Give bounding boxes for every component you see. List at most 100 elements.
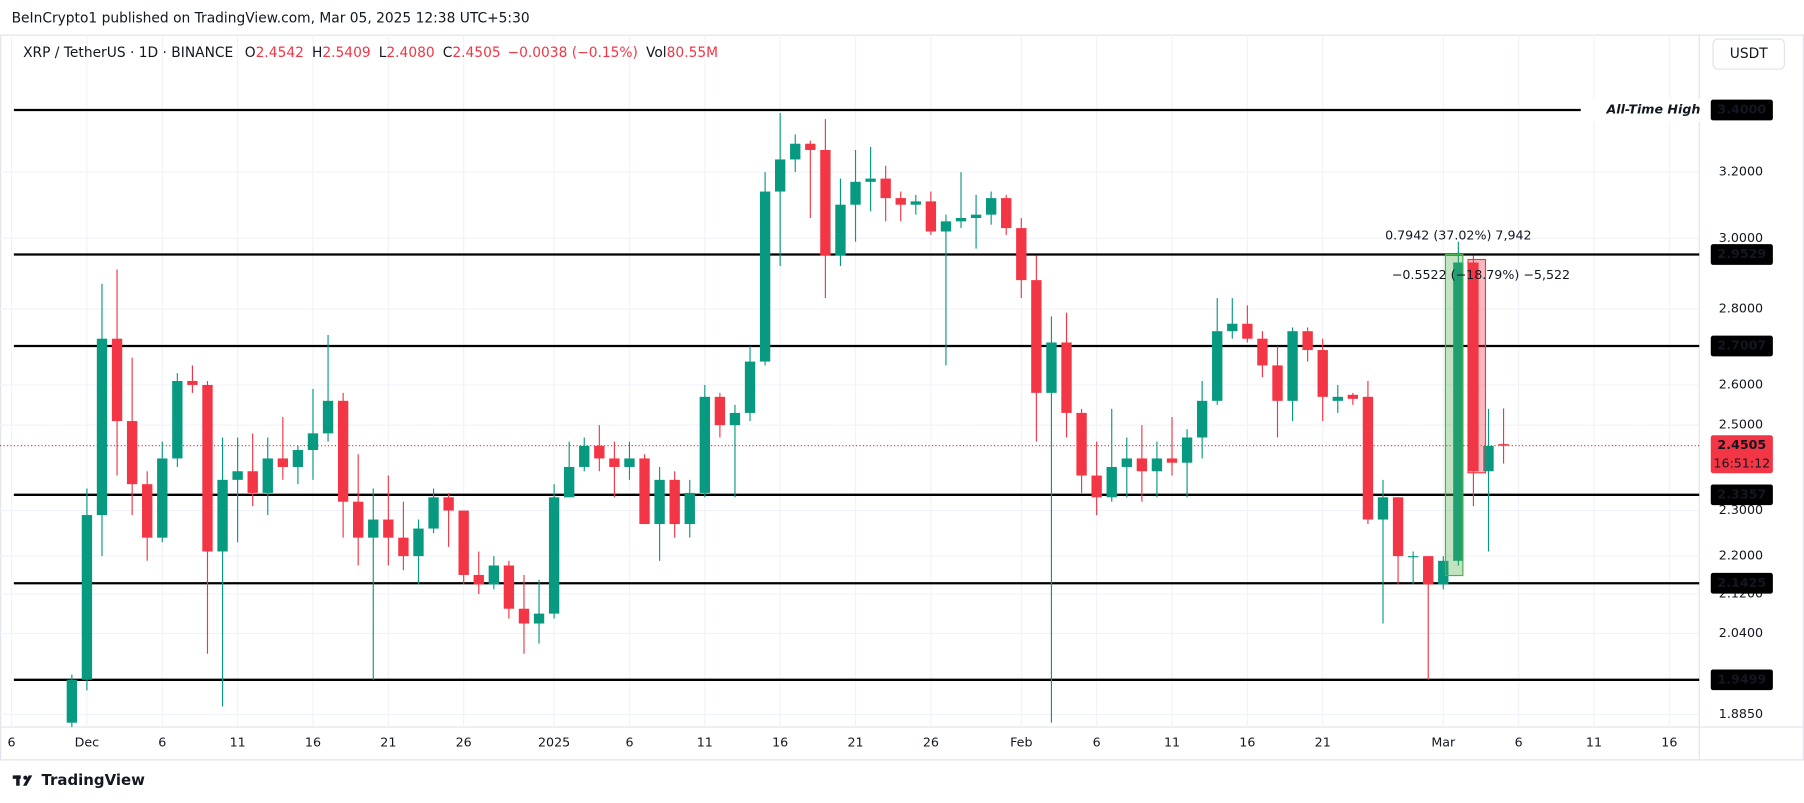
- footer-logo: [12, 775, 33, 786]
- candle-body: [1212, 331, 1223, 401]
- x-tick-label: 2025: [538, 735, 570, 750]
- measure-label: 0.7942 (37.02%) 7,942: [1385, 228, 1532, 243]
- candle-body: [1076, 412, 1087, 476]
- candle-body: [247, 471, 258, 493]
- candle-body: [1257, 338, 1268, 366]
- y-tick-label: 1.8850: [1719, 706, 1763, 721]
- ohlc-key: H: [312, 45, 322, 61]
- candle-body: [1407, 556, 1419, 558]
- candle-body: [81, 515, 93, 680]
- currency-button[interactable]: [1712, 38, 1785, 70]
- candle-body: [805, 143, 816, 150]
- symbol: XRP / TetherUS · 1D · BINANCE: [23, 45, 233, 61]
- chart-frame: [0, 34, 1804, 761]
- ohlc-value: 2.4080: [386, 45, 434, 61]
- candle-body: [1181, 437, 1193, 463]
- x-tick-label: 11: [230, 735, 246, 750]
- candle-body: [1046, 342, 1057, 393]
- candle-body: [1302, 331, 1313, 351]
- candle-body: [383, 519, 394, 538]
- x-tick-label: 6: [1093, 735, 1101, 750]
- candle-body: [503, 565, 515, 609]
- plot-area: [66, 113, 1509, 728]
- candle-body: [548, 497, 560, 614]
- candle-body: [669, 479, 680, 525]
- candle-body: [835, 204, 846, 256]
- candle-body: [910, 201, 921, 205]
- candle-body: [1242, 323, 1253, 339]
- candle-body: [850, 181, 861, 205]
- candle-body: [790, 143, 801, 160]
- candle-body: [1016, 228, 1027, 281]
- last-price-label: 2.4505: [1717, 437, 1766, 452]
- vol-value: 80.55M: [667, 45, 718, 61]
- ohlc-key: O: [245, 45, 256, 61]
- candle-body: [1438, 560, 1449, 585]
- candle-body: [488, 565, 500, 585]
- candle-body: [1453, 262, 1464, 561]
- candle-body: [322, 400, 334, 434]
- x-tick-label: 21: [1315, 735, 1331, 750]
- level-note: All-Time High: [1605, 102, 1700, 117]
- candle-body: [277, 458, 289, 467]
- candle-body: [1332, 396, 1343, 401]
- candle-body: [564, 466, 575, 498]
- overlay: 1.88502.04002.12002.20002.30002.50002.60…: [8, 98, 1773, 750]
- candle-body: [1272, 365, 1283, 401]
- candle-body: [262, 458, 273, 493]
- candle-body: [1287, 331, 1298, 401]
- level-label-bg: [1710, 484, 1773, 506]
- y-tick-label: 3.0000: [1719, 230, 1763, 245]
- candle-body: [1031, 280, 1042, 393]
- x-tick-label: 26: [456, 735, 472, 750]
- candle-body: [970, 214, 982, 218]
- candle-body: [202, 384, 213, 552]
- candle-body: [157, 458, 168, 538]
- y-tick-label: 3.2000: [1719, 164, 1763, 179]
- y-tick-label: 2.8000: [1719, 300, 1763, 315]
- x-tick-label: 11: [1586, 735, 1602, 750]
- candle-body: [925, 201, 937, 232]
- candle-body: [66, 679, 78, 723]
- candle-body: [880, 178, 891, 199]
- x-tick-label: 16: [305, 735, 321, 750]
- level-label-bg: [1710, 572, 1773, 594]
- candle-body: [172, 381, 183, 459]
- candle-body: [1196, 400, 1208, 438]
- change: −0.0038 (−0.15%): [508, 45, 638, 61]
- y-tick-label: 2.0400: [1719, 625, 1763, 640]
- countdown: 16:51:12: [1713, 456, 1770, 471]
- candle-body: [368, 519, 379, 538]
- x-tick-label: 6: [1515, 735, 1523, 750]
- candle-body: [714, 396, 726, 426]
- levels: [0, 108, 1700, 681]
- level-label-bg: [1710, 244, 1773, 265]
- candle-body: [443, 497, 454, 511]
- x-tick-label: 21: [380, 735, 396, 750]
- level-label-bg: [1710, 335, 1773, 357]
- candle-body: [729, 412, 741, 426]
- grid: [0, 34, 1700, 728]
- level-note-bg: [1580, 98, 1705, 122]
- candle-body: [1166, 458, 1178, 463]
- x-tick-label: 21: [847, 735, 863, 750]
- level-label: 3.4000: [1717, 102, 1766, 117]
- candle-body: [1227, 323, 1238, 332]
- candle-body: [1362, 396, 1374, 520]
- candle-body: [1468, 262, 1479, 472]
- candle-body: [111, 338, 123, 422]
- symbol-header[interactable]: XRP / TetherUS · 1D · BINANCE O2.4542 H2.5…: [23, 45, 718, 61]
- candle-body: [1423, 556, 1434, 585]
- candle-body: [594, 445, 605, 459]
- candle-body: [820, 149, 831, 256]
- candle-body: [428, 497, 439, 529]
- candle-body: [142, 484, 153, 538]
- candle-body: [473, 574, 484, 585]
- candle-body: [1498, 444, 1509, 446]
- candle-body: [579, 445, 590, 467]
- candle-body: [1106, 466, 1117, 498]
- candle-body: [1001, 198, 1012, 229]
- candle-body: [609, 458, 620, 467]
